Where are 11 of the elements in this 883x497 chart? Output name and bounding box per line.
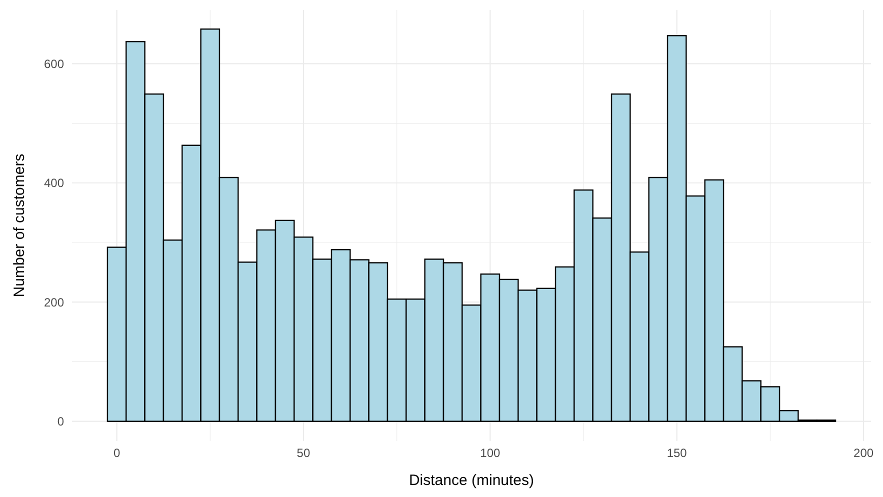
- y-tick-label: 0: [57, 414, 64, 429]
- y-tick-label: 600: [44, 56, 64, 71]
- x-tick-label: 50: [296, 446, 310, 460]
- x-tick-label: 100: [480, 446, 500, 460]
- y-axis-title: Number of customers: [11, 154, 28, 298]
- y-tick-label: 200: [44, 295, 64, 310]
- x-axis-title: Distance (minutes): [408, 472, 534, 489]
- y-tick-label: 400: [44, 176, 64, 190]
- x-tick-label: 150: [666, 446, 688, 460]
- x-tick-label: 0: [113, 446, 120, 460]
- x-tick-label: 200: [854, 446, 874, 460]
